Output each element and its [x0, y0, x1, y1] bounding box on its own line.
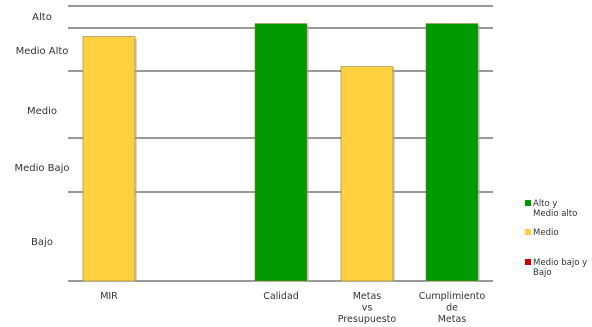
legend-label: Medio alto: [533, 209, 577, 219]
legend-label: Bajo: [533, 268, 552, 278]
y-level-label: Medio: [27, 106, 57, 117]
x-category-label: Metas: [353, 291, 382, 302]
x-category-label: vs: [362, 303, 373, 314]
y-level-label: Alto: [32, 12, 52, 23]
x-category-label: de: [446, 303, 458, 314]
x-category-label: Presupuesto: [338, 314, 397, 325]
x-category-label: Calidad: [263, 291, 299, 302]
y-level-label: Bajo: [31, 237, 53, 248]
y-level-label: Medio Alto: [16, 46, 69, 57]
legend-swatch: [525, 200, 531, 206]
bar: [82, 36, 136, 282]
bar: [340, 66, 394, 282]
x-axis-categories: MIR Calidad MetasvsPresupuestoCumplimiento…: [100, 291, 485, 325]
bar: [254, 23, 308, 282]
legend-swatch: [525, 259, 531, 265]
x-category-label: Metas: [438, 314, 467, 325]
bar: [425, 23, 479, 282]
legend-label: Medio bajo y: [533, 258, 587, 268]
legend-swatch: [525, 229, 531, 235]
x-category-label: MIR: [100, 291, 118, 302]
y-level-label: Medio Bajo: [14, 163, 69, 174]
legend-label: Alto y: [533, 199, 557, 209]
legend-label: Medio: [533, 228, 559, 238]
bars: [82, 23, 480, 282]
y-axis-levels: Bajo Medio Bajo Medio Medio Alto Alto: [14, 12, 69, 248]
x-category-label: Cumplimiento: [419, 291, 486, 302]
